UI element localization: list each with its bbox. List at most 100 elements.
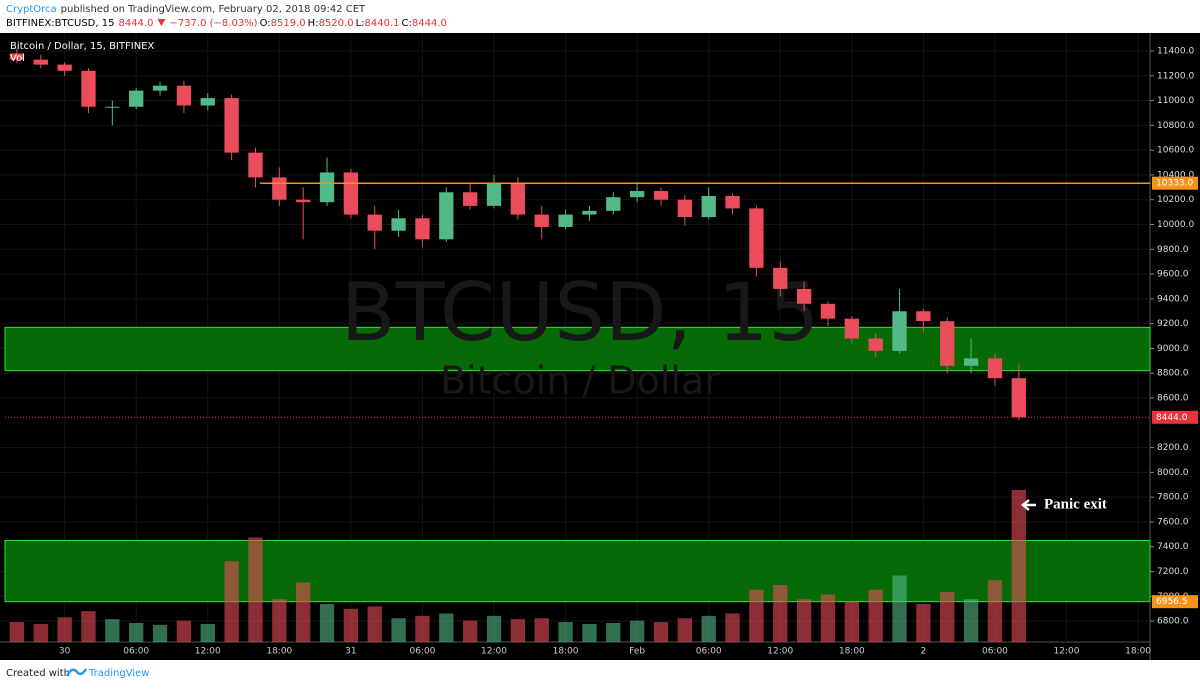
volume-bar: [486, 615, 502, 642]
y-tick-label: 6800.0: [1157, 617, 1189, 627]
y-tick-label: 7800.0: [1157, 493, 1189, 503]
header-bg: [0, 0, 1200, 33]
volume-bar: [677, 618, 692, 642]
watermark-subtitle: Bitcoin / Dollar: [440, 359, 720, 403]
price-level-tag: [1152, 410, 1198, 424]
volume-bar: [558, 622, 573, 642]
volume-bar: [224, 561, 239, 642]
volume-bar: [439, 613, 454, 642]
x-tick-label: 06:00: [696, 647, 722, 657]
zone: [4, 326, 1151, 372]
price-level-tag: [1152, 595, 1198, 609]
volume-bar: [796, 599, 812, 642]
candle-body: [653, 191, 669, 200]
volume-bar: [629, 620, 645, 642]
candle-body: [796, 288, 812, 304]
volume-bar: [987, 580, 1003, 642]
volume-bar: [510, 619, 526, 642]
volume-bar: [57, 617, 72, 642]
y-tick-label: 9200.0: [1157, 319, 1189, 329]
x-tick-label: 12:00: [195, 647, 221, 657]
candle-body: [463, 192, 478, 206]
y-tick-label: 10000.0: [1157, 220, 1194, 230]
y-tick-label: 10600.0: [1157, 146, 1194, 156]
price-level-label: 8444.0: [1156, 413, 1188, 423]
volume-bar: [868, 589, 883, 642]
candle-body: [248, 152, 263, 178]
volume-bar: [844, 601, 859, 642]
candle-body: [606, 197, 621, 211]
candle-body: [940, 321, 955, 366]
x-tick-label: 18:00: [1125, 647, 1151, 657]
symbol: BITFINEX:BTCUSD, 15: [6, 18, 114, 29]
x-tick-label: 06:00: [409, 647, 435, 657]
volume-bar: [81, 611, 96, 642]
candle-body: [319, 172, 335, 203]
candle-body: [439, 192, 454, 240]
ohlc-label: H:: [308, 18, 319, 29]
candle-body: [677, 199, 692, 218]
footer-bg: [0, 660, 1200, 686]
y-tick-label: 8600.0: [1157, 393, 1189, 403]
y-tick-label: 9400.0: [1157, 294, 1189, 304]
candle-body: [367, 214, 382, 231]
volume-bar: [9, 622, 25, 642]
volume-bar: [176, 620, 192, 642]
x-tick-label: 30: [59, 647, 71, 657]
candle-body: [343, 172, 359, 215]
candle-body: [987, 358, 1003, 379]
volume-bar: [248, 537, 263, 642]
candle-body: [486, 183, 502, 206]
x-tick-label: 18:00: [553, 647, 579, 657]
price-level-label: 6956.5: [1156, 597, 1188, 607]
ohlc-value: 8519.0: [271, 18, 306, 29]
volume-bar: [940, 592, 955, 642]
x-tick-label: 18:00: [839, 647, 865, 657]
candle-body: [57, 64, 72, 71]
x-tick-label: 31: [345, 647, 356, 657]
volume-bar: [415, 615, 430, 642]
candle-body: [701, 195, 716, 218]
x-tick-label: 06:00: [123, 647, 149, 657]
volume-bar: [367, 606, 382, 642]
y-tick-label: 8800.0: [1157, 369, 1189, 379]
candle-body: [916, 311, 931, 322]
volume-bar: [105, 619, 120, 642]
x-tick-label: 12:00: [767, 647, 793, 657]
watermark: BTCUSD, 15: [341, 266, 820, 359]
candle-body: [176, 85, 192, 106]
volume-bar: [963, 599, 979, 642]
volume-bar: [725, 613, 740, 642]
ohlc-value: 8520.0: [319, 18, 354, 29]
x-tick-label: 12:00: [1054, 647, 1080, 657]
y-tick-label: 8200.0: [1157, 443, 1189, 453]
candle-body: [725, 195, 740, 209]
candle-body: [892, 311, 907, 351]
ohlc-value: 8444.0: [412, 18, 447, 29]
ohlc-value: 8440.1: [365, 18, 400, 29]
x-tick-label: 06:00: [982, 647, 1008, 657]
volume-bar: [296, 582, 311, 642]
candle-body: [9, 53, 25, 60]
volume-bar: [129, 623, 144, 642]
volume-bar: [343, 608, 359, 642]
price-change: −737.0 (−8.03%): [169, 18, 257, 29]
volume-bar: [1011, 490, 1026, 642]
footer-created: Created with: [6, 668, 70, 679]
volume-bar: [33, 623, 48, 642]
volume-legend: Vol: [10, 53, 25, 64]
y-tick-label: 7400.0: [1157, 542, 1189, 552]
volume-bar: [319, 604, 335, 642]
tradingview-logo: [65, 668, 88, 677]
footer-brand[interactable]: TradingView: [88, 668, 149, 679]
volume-bar: [820, 594, 836, 642]
annotation-arrow: [1021, 499, 1036, 511]
x-tick-label: 18:00: [266, 647, 292, 657]
x-tick-label: 2: [921, 647, 927, 657]
published-info: published on TradingView.com, February 0…: [61, 4, 366, 15]
y-tick-label: 7600.0: [1157, 517, 1189, 527]
y-tick-label: 8000.0: [1157, 468, 1189, 478]
candle-body: [33, 59, 48, 65]
y-tick-label: 7200.0: [1157, 567, 1189, 577]
